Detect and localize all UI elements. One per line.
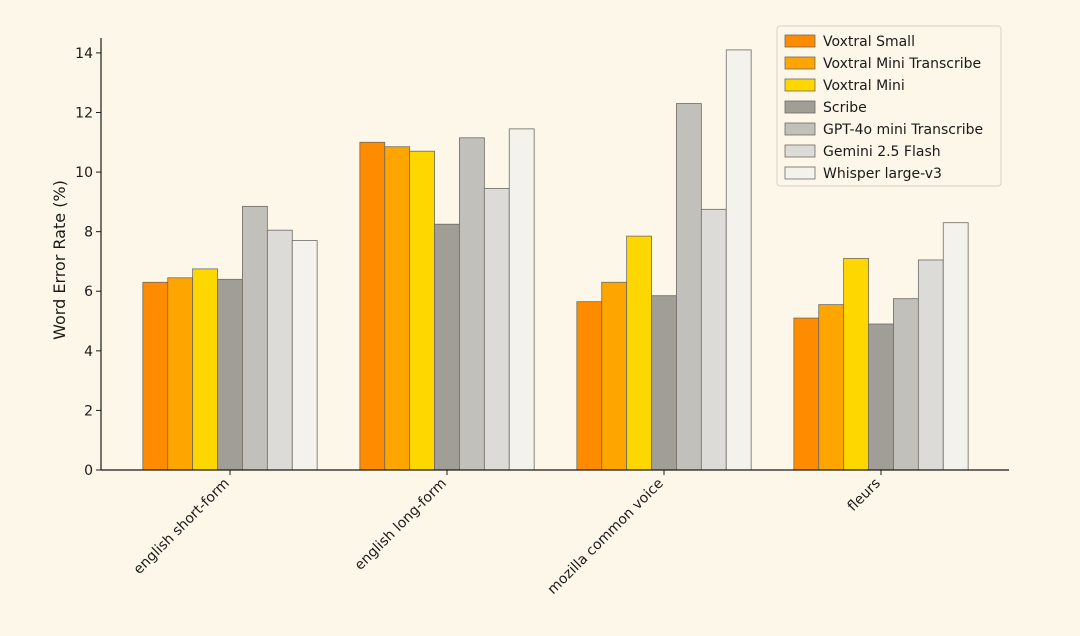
legend-swatch bbox=[784, 78, 816, 92]
bar bbox=[601, 281, 628, 471]
bar bbox=[725, 49, 752, 471]
y-tick-label: 6 bbox=[84, 284, 93, 300]
legend-swatch bbox=[784, 144, 816, 158]
bar bbox=[868, 323, 894, 471]
bar bbox=[359, 141, 386, 471]
bar bbox=[676, 103, 702, 471]
bar bbox=[384, 146, 411, 471]
legend-swatch bbox=[784, 56, 816, 70]
y-tick-label: 0 bbox=[84, 463, 93, 479]
bar bbox=[483, 188, 510, 471]
bar bbox=[917, 259, 944, 471]
bar bbox=[266, 229, 293, 471]
y-tick-label: 8 bbox=[84, 225, 93, 241]
bar bbox=[242, 205, 268, 471]
bar bbox=[217, 278, 243, 471]
legend-label: Gemini 2.5 Flash bbox=[823, 144, 941, 160]
legend-label: Voxtral Small bbox=[823, 34, 915, 50]
legend-label: Voxtral Mini Transcribe bbox=[823, 56, 981, 72]
legend-frame bbox=[776, 25, 1002, 187]
legend-swatch bbox=[784, 100, 816, 114]
y-tick-label: 10 bbox=[75, 165, 93, 181]
y-tick-label: 14 bbox=[75, 46, 93, 62]
bar bbox=[291, 240, 318, 471]
bar bbox=[651, 295, 677, 471]
legend: Voxtral Small Voxtral Mini Transcribe Voxt… bbox=[776, 25, 1002, 187]
y-axis-title: Word Error Rate (%) bbox=[50, 180, 69, 340]
bar bbox=[818, 304, 845, 471]
legend-label: Whisper large-v3 bbox=[823, 166, 942, 182]
y-tick-label: 4 bbox=[84, 344, 93, 360]
bars-layer bbox=[142, 49, 969, 471]
legend-swatch bbox=[784, 34, 816, 48]
bar bbox=[700, 208, 727, 471]
bar bbox=[142, 281, 169, 471]
y-tick-label: 2 bbox=[84, 403, 93, 419]
bar bbox=[508, 128, 535, 471]
bar bbox=[434, 223, 460, 471]
legend-swatch bbox=[784, 166, 816, 180]
bar bbox=[576, 301, 603, 471]
bar bbox=[409, 150, 435, 471]
legend-label: GPT-4o mini Transcribe bbox=[823, 122, 983, 138]
bar bbox=[167, 277, 194, 471]
bar bbox=[626, 235, 652, 471]
bar bbox=[893, 298, 919, 471]
legend-swatch bbox=[784, 122, 816, 136]
bar bbox=[793, 317, 820, 471]
bar bbox=[843, 258, 869, 471]
bar bbox=[192, 268, 218, 471]
bar bbox=[459, 137, 485, 471]
legend-label: Scribe bbox=[823, 100, 867, 116]
legend-label: Voxtral Mini bbox=[823, 78, 905, 94]
y-tick-label: 12 bbox=[75, 105, 93, 121]
bar bbox=[942, 222, 969, 471]
